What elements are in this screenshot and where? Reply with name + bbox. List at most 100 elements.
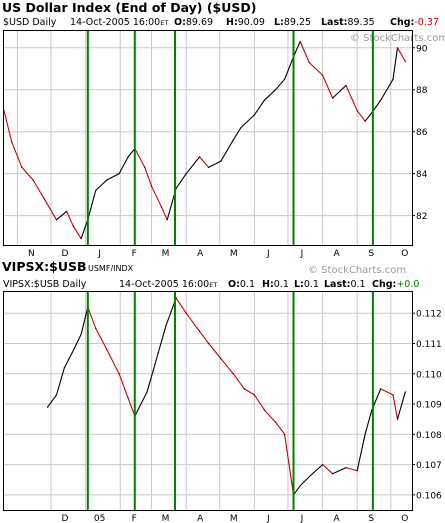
data-point xyxy=(253,114,255,116)
series-segment xyxy=(199,156,210,168)
x-tick-label: A xyxy=(333,514,340,523)
y-tick-label: 0.110 xyxy=(416,370,442,380)
data-point xyxy=(11,141,13,143)
data-point xyxy=(165,324,167,326)
series-segment xyxy=(299,476,310,487)
series-segment xyxy=(80,219,89,239)
series-segment xyxy=(55,367,65,396)
bottom-open: 0.1 xyxy=(240,279,255,290)
data-point xyxy=(308,61,310,64)
series-segment xyxy=(308,464,323,478)
series-segment xyxy=(397,47,406,62)
series-segment xyxy=(208,160,222,168)
x-tick-label: J xyxy=(300,514,304,523)
series-segment xyxy=(275,78,286,91)
x-tick-label: N xyxy=(28,249,35,259)
series-segment xyxy=(345,467,358,472)
series-segment xyxy=(253,99,265,116)
data-point xyxy=(396,47,399,49)
series-segment xyxy=(134,391,148,417)
series-segment xyxy=(144,167,153,187)
top-price-series xyxy=(3,40,406,240)
data-point xyxy=(253,394,255,396)
data-point xyxy=(332,473,334,475)
series-segment xyxy=(11,141,23,168)
series-segment xyxy=(95,328,108,350)
series-segment xyxy=(127,397,136,417)
bottom-y-axis: 0.112 0.111 0.110 0.109 0.108 0.107 0.106 xyxy=(412,310,442,501)
series-segment xyxy=(356,434,366,471)
top-series-label: $USD Daily xyxy=(3,17,57,28)
data-point xyxy=(263,409,265,411)
series-segment xyxy=(356,110,366,122)
bottom-chart-title: VIPSX:$USB xyxy=(2,259,87,274)
bottom-last: 0.1 xyxy=(350,279,365,290)
data-point xyxy=(380,99,382,101)
data-point xyxy=(55,394,58,396)
top-change: -0.37 xyxy=(414,17,439,28)
y-tick-label: 0.111 xyxy=(416,340,442,350)
data-point xyxy=(151,185,153,187)
series-segment xyxy=(380,79,394,101)
data-point xyxy=(208,166,210,168)
series-segment xyxy=(32,179,45,200)
data-point xyxy=(127,156,129,158)
bottom-watermark: © StockCharts.com xyxy=(308,265,406,276)
x-tick-label: M xyxy=(162,514,170,523)
y-tick-label: 86 xyxy=(416,128,428,138)
series-segment xyxy=(134,148,146,168)
data-point xyxy=(240,126,242,129)
series-segment xyxy=(106,173,120,181)
data-point xyxy=(144,166,146,168)
data-point xyxy=(199,156,201,158)
series-segment xyxy=(199,331,210,344)
series-segment xyxy=(392,394,399,420)
series-segment xyxy=(47,394,57,408)
series-segment xyxy=(208,343,222,359)
data-point xyxy=(380,388,382,390)
top-chart-title: US Dollar Index (End of Day) ($USD) xyxy=(2,0,257,15)
data-point xyxy=(95,189,97,192)
y-tick-label: 88 xyxy=(416,86,428,96)
series-segment xyxy=(87,190,97,220)
y-tick-label: 0.108 xyxy=(416,431,442,441)
top-datetime: 14-Oct-2005 16:00 xyxy=(70,17,160,28)
series-segment xyxy=(118,373,129,399)
data-point xyxy=(72,225,74,227)
series-segment xyxy=(80,306,89,335)
bottom-grid xyxy=(4,292,412,510)
bottom-x-axis: D 05 F M A M J J A S O xyxy=(61,514,408,523)
data-point xyxy=(322,74,324,76)
x-tick-label: J xyxy=(97,249,101,259)
x-tick-label: S xyxy=(368,249,374,259)
data-point xyxy=(106,179,108,181)
data-point xyxy=(63,367,65,369)
x-tick-label: A xyxy=(333,249,340,259)
series-segment xyxy=(220,139,234,162)
data-point xyxy=(263,99,265,101)
top-open: 89.69 xyxy=(186,17,213,28)
series-segment xyxy=(332,467,347,475)
data-point xyxy=(308,476,310,478)
series-segment xyxy=(263,409,277,423)
series-segment xyxy=(322,464,333,475)
data-point xyxy=(55,219,58,221)
top-high: 90.09 xyxy=(238,17,265,28)
series-segment xyxy=(66,211,74,227)
bottom-series-label: VIPSX:$USB Daily xyxy=(3,279,87,290)
marker-lines xyxy=(86,31,374,510)
data-point xyxy=(66,210,68,212)
data-point xyxy=(166,219,168,221)
bottom-quote-line: VIPSX:$USB Daily 14-Oct-2005 16:00ET O:0… xyxy=(3,279,419,290)
series-segment xyxy=(244,388,255,396)
series-segment xyxy=(264,89,276,101)
data-point xyxy=(404,60,406,63)
series-segment xyxy=(232,127,242,141)
data-point xyxy=(243,388,245,390)
data-point xyxy=(299,485,301,487)
series-segment xyxy=(253,394,265,411)
data-point xyxy=(21,166,23,168)
series-segment xyxy=(56,210,67,221)
bottom-high: 0.1 xyxy=(274,279,289,290)
